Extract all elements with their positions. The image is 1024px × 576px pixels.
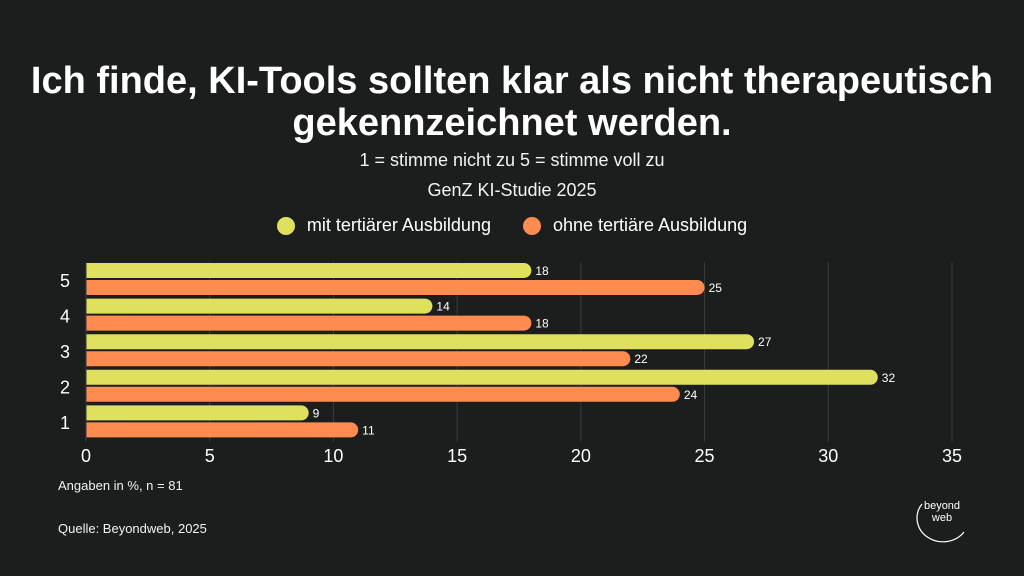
bar	[78, 386, 680, 402]
legend-item-tertiary: mit tertiärer Ausbildung	[276, 215, 491, 236]
footnote: Angaben in %, n = 81	[58, 478, 183, 493]
data-label: 14	[436, 300, 450, 314]
x-tick-label: 25	[695, 446, 715, 466]
bar	[78, 298, 433, 314]
bar	[78, 351, 631, 367]
data-label: 27	[758, 335, 772, 349]
bar	[78, 315, 532, 331]
y-tick-label: 5	[60, 271, 70, 291]
data-label: 25	[709, 281, 723, 295]
data-label: 9	[313, 406, 320, 420]
y-tick-label: 1	[60, 413, 70, 433]
bar	[78, 405, 309, 421]
legend-label-non-tertiary: ohne tertiäre Ausbildung	[552, 215, 748, 235]
x-tick-label: 30	[818, 446, 838, 466]
bar	[78, 369, 878, 385]
chart-subtitle-study: GenZ KI-Studie 2025	[427, 180, 597, 200]
legend-swatch-non-tertiary	[522, 216, 541, 235]
data-label: 18	[535, 317, 549, 331]
beyondweb-logo: beyond web	[916, 500, 966, 543]
data-label: 32	[882, 371, 896, 385]
logo-swoosh-icon	[916, 503, 965, 543]
x-tick-label: 15	[447, 446, 467, 466]
axis-mask	[76, 260, 86, 442]
bar	[78, 280, 705, 295]
bar	[78, 422, 359, 438]
source-note: Quelle: Beyondweb, 2025	[58, 521, 207, 536]
data-label: 18	[535, 264, 549, 278]
x-tick-label: 0	[81, 446, 91, 466]
chart-subtitle: 1 = stimme nicht zu 5 = stimme voll zu	[359, 150, 665, 170]
y-tick-label: 4	[60, 306, 70, 326]
y-tick-label: 2	[60, 378, 70, 398]
legend-item-non-tertiary: ohne tertiäre Ausbildung	[522, 215, 748, 236]
x-tick-label: 10	[323, 446, 343, 466]
legend-swatch-tertiary	[276, 216, 295, 235]
data-label: 11	[362, 423, 375, 437]
bar	[78, 334, 755, 350]
y-tick-label: 3	[60, 342, 70, 362]
chart-legend: mit tertiärer Ausbildung ohne tertiäre A…	[0, 215, 1024, 236]
bar	[78, 263, 532, 278]
x-tick-label: 35	[942, 446, 962, 466]
legend-label-tertiary: mit tertiärer Ausbildung	[306, 215, 491, 235]
data-label: 24	[684, 388, 698, 402]
data-label: 22	[634, 352, 648, 366]
logo-text-web: web	[931, 512, 953, 524]
x-tick-label: 20	[571, 446, 591, 466]
chart-title: Ich finde, KI-Tools sollten klar als nic…	[30, 60, 994, 144]
logo-text-beyond: beyond	[923, 500, 961, 512]
x-tick-label: 5	[205, 446, 215, 466]
